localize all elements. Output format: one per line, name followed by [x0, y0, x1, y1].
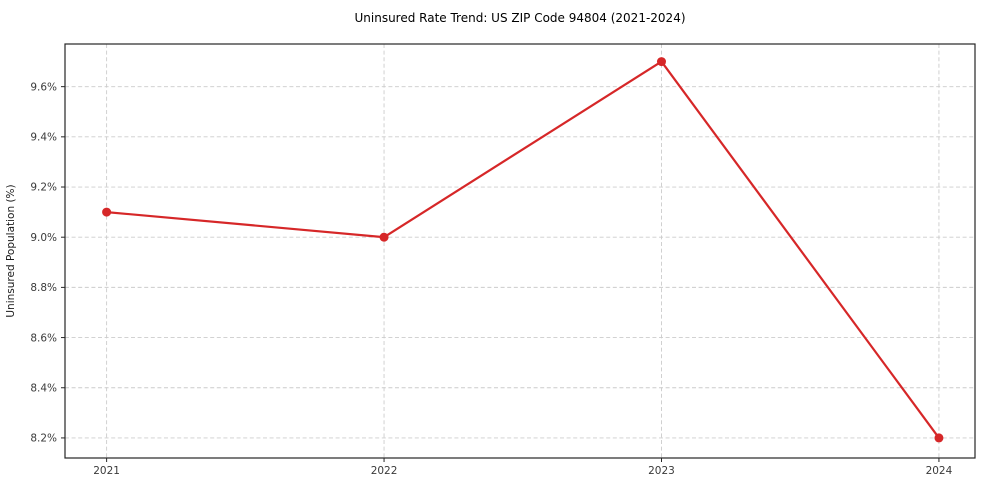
x-tick-label: 2024: [926, 465, 953, 477]
plot-border: [64, 43, 976, 459]
trend-line: [105, 60, 941, 440]
data-point-marker: [379, 232, 389, 242]
y-tick-label: 9.4%: [30, 132, 57, 144]
data-point-marker: [656, 57, 666, 67]
data-point-marker: [102, 207, 112, 217]
data-point-marker: [934, 433, 944, 443]
y-tick-label: 9.6%: [30, 81, 57, 93]
y-tick-label: 8.4%: [30, 382, 57, 394]
y-tick-label: 8.6%: [30, 332, 57, 344]
x-tick-label: 2023: [648, 465, 675, 477]
y-tick-label: 9.0%: [30, 232, 57, 244]
x-tick-label: 2021: [93, 465, 120, 477]
y-axis-label: Uninsured Population (%): [5, 184, 17, 317]
x-tick-label: 2022: [371, 465, 398, 477]
y-tick-label: 9.2%: [30, 182, 57, 194]
chart-title: Uninsured Rate Trend: US ZIP Code 94804 …: [354, 11, 685, 25]
y-tick-label: 8.2%: [30, 433, 57, 445]
y-tick-label: 8.8%: [30, 282, 57, 294]
